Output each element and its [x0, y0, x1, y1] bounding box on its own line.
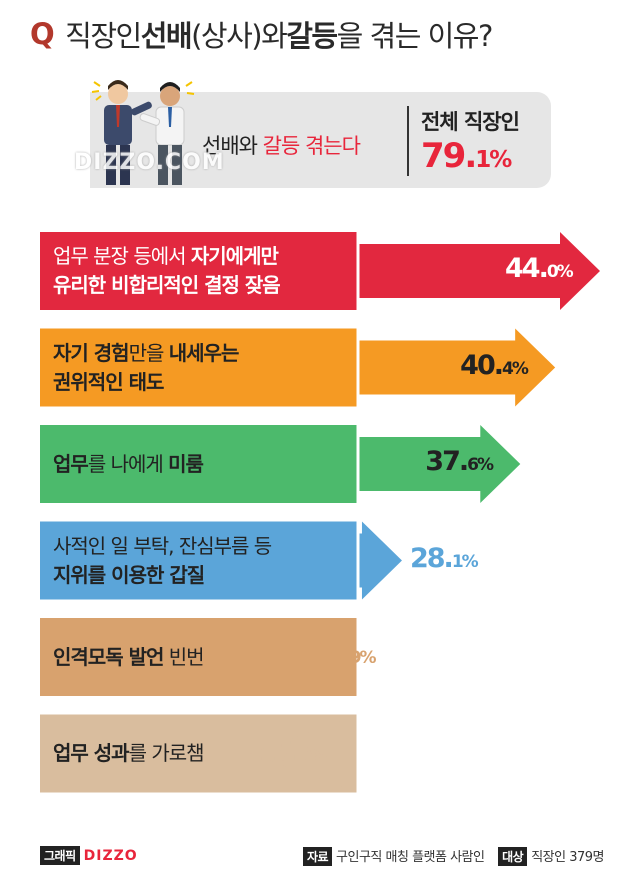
title-prefix: 직장인	[65, 19, 142, 53]
bar-arrow	[358, 425, 521, 503]
summary-value-main: 79.	[421, 136, 477, 176]
bar-value-label: 15.9%	[258, 735, 327, 767]
bar-label: 업무 분장 등에서 자기에게만 유리한 비합리적인 결정 잦음	[40, 232, 360, 310]
bar-value-label: 44.0%	[505, 253, 574, 284]
bar-arrow	[358, 328, 556, 407]
target-tag: 대상	[498, 847, 528, 866]
bar-label-text: 자기에게만	[190, 244, 279, 268]
bar-value-label: 40.4%	[460, 349, 529, 381]
bar-label-line: 인격모독 발언 빈번	[53, 643, 360, 672]
source-tag: 자료	[302, 847, 333, 866]
bar-label-line: 업무를 나에게 미룸	[53, 450, 360, 479]
bar-label-line: 지위를 이용한 갑질	[53, 561, 360, 590]
footer-credit: 그래픽 DIZZO	[40, 846, 138, 865]
bar-label-text: 지위를 이용한 갑질	[53, 562, 205, 587]
summary-total-label: 전체 직장인	[421, 110, 520, 134]
footer: 그래픽 DIZZO 자료 구인구직 매칭 플랫폼 사람인 대상 직장인 379명	[0, 838, 640, 868]
bar-label-line: 업무 분장 등에서 자기에게만	[53, 242, 360, 271]
bar-arrow	[250, 714, 358, 793]
bar-label-box	[40, 618, 358, 696]
source-text: 구인구직 매칭 플랫폼 사람인	[336, 850, 485, 865]
bar-label-text: 만을	[128, 340, 169, 365]
title-suffix: 을 겪는 이유?	[336, 19, 494, 53]
bar-label-box	[40, 328, 358, 407]
bar-label-line: 자기 경험만을 내세우는	[53, 339, 360, 368]
bar-label-text: 인격모독 발언	[53, 644, 164, 669]
question-mark-label: Q	[30, 17, 55, 51]
bar-label-text: 사적인 일 부탁, 잔심부름 등	[53, 533, 272, 558]
bar-label-text: 를 나에게	[87, 451, 169, 476]
bar-label-text: 빈번	[163, 644, 205, 669]
bar-label-text: 업무	[53, 451, 89, 476]
summary-text: 선배와	[202, 134, 263, 158]
title-bold-conflict: 갈등	[286, 19, 338, 53]
summary-divider	[407, 106, 409, 176]
bar-label-text: 를 가로챔	[128, 741, 205, 765]
bar-label-line: 업무 성과를 가로챔	[53, 739, 360, 768]
bar-value-label: 28.1%	[409, 542, 479, 574]
summary-total-value: 79.1%	[421, 136, 512, 176]
bar-arrow	[299, 618, 358, 696]
title-mid: (상사)와	[191, 19, 288, 53]
bar-label-box	[40, 232, 358, 310]
bar-label-text: 권위적인 태도	[53, 369, 164, 394]
title-bold-senior: 선배	[140, 19, 193, 53]
bar-label-box	[40, 425, 358, 503]
bar-label: 인격모독 발언 빈번	[40, 618, 360, 696]
summary-highlight: 갈등 겪는다	[262, 134, 361, 158]
bar-label-line: 유리한 비합리적인 결정 잦음	[53, 271, 360, 300]
bar-value-label: 19.9%	[307, 639, 377, 670]
bar-label-text: 내세우는	[168, 340, 240, 365]
bar-label-text: 유리한 비합리적인 결정 잦음	[53, 273, 281, 297]
bar-label: 자기 경험만을 내세우는 권위적인 태도	[40, 329, 360, 407]
bar-label-text: 미룸	[168, 451, 204, 476]
target-text: 직장인 379명	[531, 850, 604, 865]
bar-label-box	[40, 521, 358, 600]
bar-label-box	[40, 714, 358, 793]
bar-label: 업무를 나에게 미룸	[40, 425, 360, 503]
bar-label: 업무 성과를 가로챔	[40, 715, 360, 793]
summary-value-small: 1%	[475, 147, 512, 173]
bar-label-text: 업무 분장 등에서	[53, 244, 191, 268]
arguing-workers-illustration	[91, 80, 195, 185]
bar-label-line: 권위적인 태도	[53, 368, 360, 397]
bar-label-text: 자기 경험	[53, 340, 130, 365]
summary-statement: 선배와 갈등 겪는다	[202, 130, 361, 160]
bar-value-label: 37.6%	[425, 446, 494, 477]
page-title: Q 직장인 선배 (상사)와 갈등 을 겪는 이유?	[30, 12, 494, 56]
bar-arrow	[358, 521, 402, 600]
brand-logo: DIZZO	[83, 848, 138, 864]
bar-label-text: 업무 성과	[53, 741, 130, 765]
bar-arrow	[358, 232, 600, 310]
bar-label-line: 사적인 일 부탁, 잔심부름 등	[53, 532, 360, 561]
graphic-tag: 그래픽	[40, 846, 80, 865]
watermark-label: DIZZO.COM	[74, 150, 225, 175]
footer-source: 자료 구인구직 매칭 플랫폼 사람인 대상 직장인 379명	[302, 846, 604, 866]
